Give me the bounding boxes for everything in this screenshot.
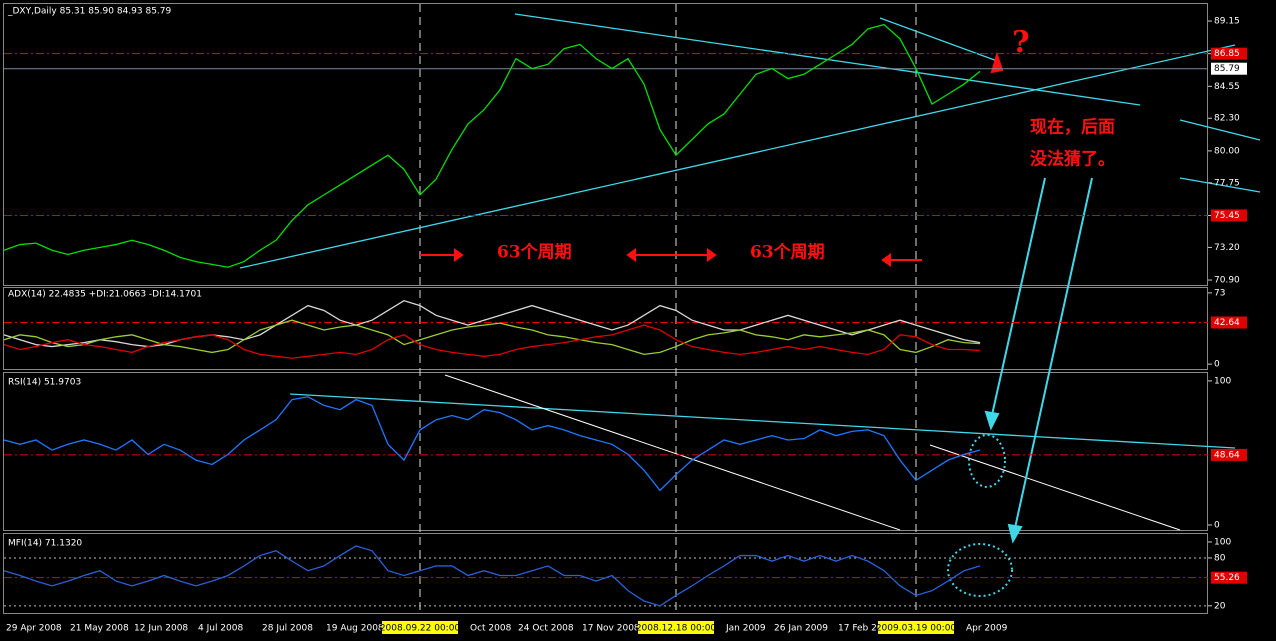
series-line <box>3 23 981 268</box>
x-tick-label: 12 Jun 2008 <box>134 624 188 634</box>
y-tick-label: 80 <box>1214 553 1226 563</box>
x-tick-label: 17 Nov 2008 <box>582 624 640 634</box>
x-tick-label: 28 Jul 2008 <box>262 624 313 634</box>
x-tick-label: 2008.12.18 00:00 <box>636 624 717 634</box>
level-label: 55.26 <box>1214 573 1240 583</box>
y-tick-label: 100 <box>1214 537 1231 547</box>
pointer-arrows <box>984 177 1093 544</box>
series-line <box>3 324 981 359</box>
cycle-lines <box>419 4 917 614</box>
mfi-title: MFI(14) 71.1320 <box>8 539 82 549</box>
series-line <box>3 299 981 348</box>
x-label-highlight <box>878 621 954 634</box>
series-line <box>3 396 981 492</box>
annotation: 63个周期 <box>497 242 572 263</box>
adx-title: ADX(14) 22.4835 +DI:21.0663 -DI:14.1701 <box>8 290 202 300</box>
cycle-arrows <box>420 51 1004 267</box>
y-tick-label: 70.90 <box>1214 276 1240 286</box>
y-tick-label: 0 <box>1214 520 1220 530</box>
y-tick-label: 100 <box>1214 376 1231 386</box>
x-tick-label: Apr 2009 <box>966 624 1008 634</box>
y-tick-label: 77.75 <box>1214 178 1240 188</box>
panel-frames <box>3 3 1208 614</box>
y-tick-label: 82.30 <box>1214 114 1240 124</box>
y-tick-label: 73 <box>1214 288 1225 298</box>
x-tick-label: 2009.03.19 00:00 <box>876 624 957 634</box>
highlight-circles <box>947 434 1013 597</box>
y-tick-label: 80.00 <box>1214 146 1240 156</box>
x-tick-label: 19 Aug 2008 <box>326 624 384 634</box>
level-label: 75.45 <box>1214 211 1240 221</box>
rsi-trend-lines <box>444 374 1181 531</box>
rsi-title: RSI(14) 51.9703 <box>8 378 81 388</box>
y-tick-label: 20 <box>1214 601 1226 611</box>
x-tick-label: 26 Jan 2009 <box>774 624 828 634</box>
level-box <box>1211 571 1247 584</box>
level-box <box>1211 316 1247 329</box>
annotation: 没法猜了。 <box>1030 149 1115 170</box>
x-tick-label: 4 Jul 2008 <box>198 624 243 634</box>
series-line <box>3 319 981 356</box>
level-box <box>1211 209 1247 222</box>
series-line <box>3 545 981 607</box>
x-label-highlight <box>638 621 714 634</box>
annotation: ? <box>1012 25 1030 60</box>
annotation: 63个周期 <box>750 242 825 263</box>
x-tick-label: 21 May 2008 <box>70 624 129 634</box>
y-tick-label: 0 <box>1214 360 1220 370</box>
level-box <box>1211 448 1247 461</box>
level-label: 86.85 <box>1214 49 1240 59</box>
level-label: 48.64 <box>1214 450 1240 460</box>
x-tick-label: 24 Oct 2008 <box>518 624 574 634</box>
x-tick-label: 17 Feb 2009 <box>838 624 894 634</box>
x-label-highlight <box>382 621 458 634</box>
current-label: 85.79 <box>1214 64 1240 74</box>
x-tick-label: Jan 2009 <box>725 624 766 634</box>
annotation: 现在，后面 <box>1030 117 1115 138</box>
level-box <box>1211 47 1247 60</box>
y-tick-label: 89.15 <box>1214 17 1240 27</box>
x-tick-label: 2008.09.22 00:00 <box>380 624 461 634</box>
y-tick-label: 73.20 <box>1214 243 1240 253</box>
x-tick-label: 29 Apr 2008 <box>6 624 62 634</box>
y-tick-label: 84.55 <box>1214 82 1240 92</box>
x-tick-label: Oct 2008 <box>470 624 512 634</box>
price-title: _DXY,Daily 85.31 85.90 84.93 85.79 <box>7 7 172 17</box>
current-box <box>1211 62 1247 75</box>
level-label: 42.64 <box>1214 318 1240 328</box>
